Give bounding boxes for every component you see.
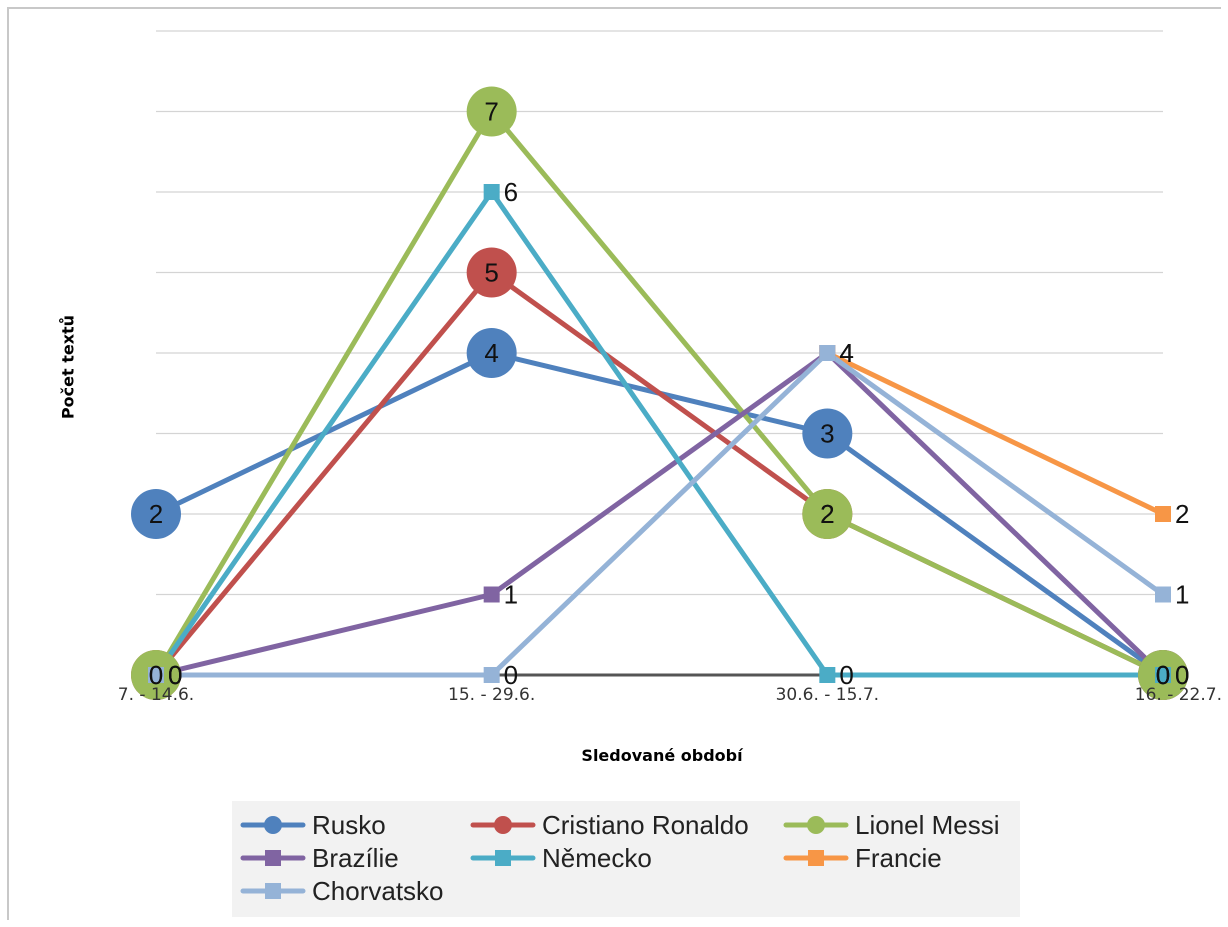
data-label: 4 (484, 338, 498, 368)
legend-key (240, 816, 306, 834)
legend-key-marker (494, 816, 512, 834)
x-tick-label: 16. - 22.7. (1135, 685, 1222, 705)
legend: Rusko Cristiano Ronaldo Lionel Messi Brazíl… (232, 801, 1020, 917)
series-line-segment (824, 350, 1166, 597)
series-line-segment (489, 350, 830, 597)
legend-key-marker (495, 850, 511, 866)
legend-key (470, 850, 536, 866)
series-line-segment (153, 592, 495, 678)
data-point-marker (483, 184, 500, 200)
legend-item: Rusko (240, 809, 386, 841)
series-line-segment (489, 189, 830, 678)
legend-item: Francie (783, 842, 942, 874)
data-label: 6 (504, 177, 518, 207)
legend-key-marker (265, 883, 281, 899)
chart-frame (7, 7, 1221, 920)
data-label: 0 (149, 660, 163, 690)
series-line-segment (489, 109, 830, 517)
data-point-marker (131, 489, 181, 539)
data-point-marker (466, 328, 517, 378)
data-label: 3 (820, 419, 834, 449)
series-line-segment (489, 350, 830, 678)
data-label: 2 (820, 499, 834, 529)
markers (131, 86, 1188, 700)
series-line-segment (824, 350, 1166, 517)
legend-item: Chorvatsko (240, 875, 444, 907)
data-point-marker (466, 247, 517, 298)
data-point-marker (148, 667, 164, 683)
data-label: 0 (1175, 660, 1189, 690)
y-axis-title: Počet textů (58, 314, 78, 420)
legend-key (783, 850, 849, 866)
series-line-segment (824, 511, 1166, 678)
x-tick-labels: 7. - 14.6. 15. - 29.6. 30.6. - 15.7. 16. - … (118, 685, 1222, 705)
data-label: 0 (149, 660, 163, 690)
legend-label: Německo (542, 842, 652, 873)
legend-key (470, 816, 536, 834)
data-label: 5 (484, 258, 498, 288)
data-label: 0 (1156, 660, 1170, 690)
data-label: 0 (168, 660, 182, 690)
series-line-segment (824, 350, 1166, 678)
legend-label: Rusko (312, 809, 386, 840)
data-label: 4 (839, 338, 853, 368)
data-point-marker (819, 345, 836, 361)
legend-key (783, 816, 849, 834)
data-point-marker (466, 86, 517, 137)
legend-label: Brazílie (312, 842, 399, 873)
data-label: 2 (820, 499, 834, 529)
legend-item: Cristiano Ronaldo (470, 809, 749, 841)
data-label: 0 (1156, 660, 1170, 690)
gridlines (156, 30, 1163, 677)
series-lines (153, 109, 1166, 678)
x-axis-title: Sledované období (581, 746, 743, 765)
data-label: 0 (168, 660, 182, 690)
legend-key-marker (264, 816, 282, 834)
legend-key-marker (808, 850, 824, 866)
legend-label: Chorvatsko (312, 875, 444, 906)
legend-item: Německo (470, 842, 652, 874)
legend-key (240, 883, 306, 899)
series-line-segment (153, 189, 495, 678)
data-point-marker (802, 489, 853, 539)
legend-key-marker (807, 816, 825, 834)
data-label: 2 (1175, 499, 1189, 529)
series-line-segment (153, 270, 495, 678)
data-point-marker (483, 667, 500, 683)
data-label: 0 (1175, 660, 1189, 690)
data-point-marker (802, 408, 853, 459)
data-point-marker (1155, 506, 1171, 522)
legend-label: Lionel Messi (855, 809, 1000, 840)
legend-label: Cristiano Ronaldo (542, 809, 749, 840)
data-label: 0 (504, 660, 518, 690)
series-line-segment (489, 270, 830, 517)
data-point-marker (1155, 667, 1171, 683)
data-label: 0 (839, 660, 853, 690)
data-point-marker (483, 586, 500, 603)
data-label: 4 (839, 338, 853, 368)
series-line-segment (153, 109, 495, 678)
data-label: 7 (484, 97, 498, 127)
legend-key (240, 850, 306, 866)
data-label: 1 (1175, 580, 1189, 610)
x-tick-label: 7. - 14.6. (118, 685, 194, 705)
data-label: 2 (149, 499, 163, 529)
data-label: 1 (504, 580, 518, 610)
series-line-segment (824, 431, 1166, 678)
legend-item: Brazílie (240, 842, 399, 874)
data-label: 4 (839, 338, 853, 368)
data-label: 0 (1156, 660, 1170, 690)
x-tick-label: 15. - 29.6. (448, 685, 535, 705)
legend-label: Francie (855, 842, 942, 873)
data-point-marker (1155, 586, 1171, 603)
legend-item: Lionel Messi (783, 809, 1000, 841)
data-label: 0 (168, 660, 182, 690)
data-point-marker (819, 667, 836, 683)
legend-key-marker (265, 850, 281, 866)
x-tick-label: 30.6. - 15.7. (776, 685, 879, 705)
